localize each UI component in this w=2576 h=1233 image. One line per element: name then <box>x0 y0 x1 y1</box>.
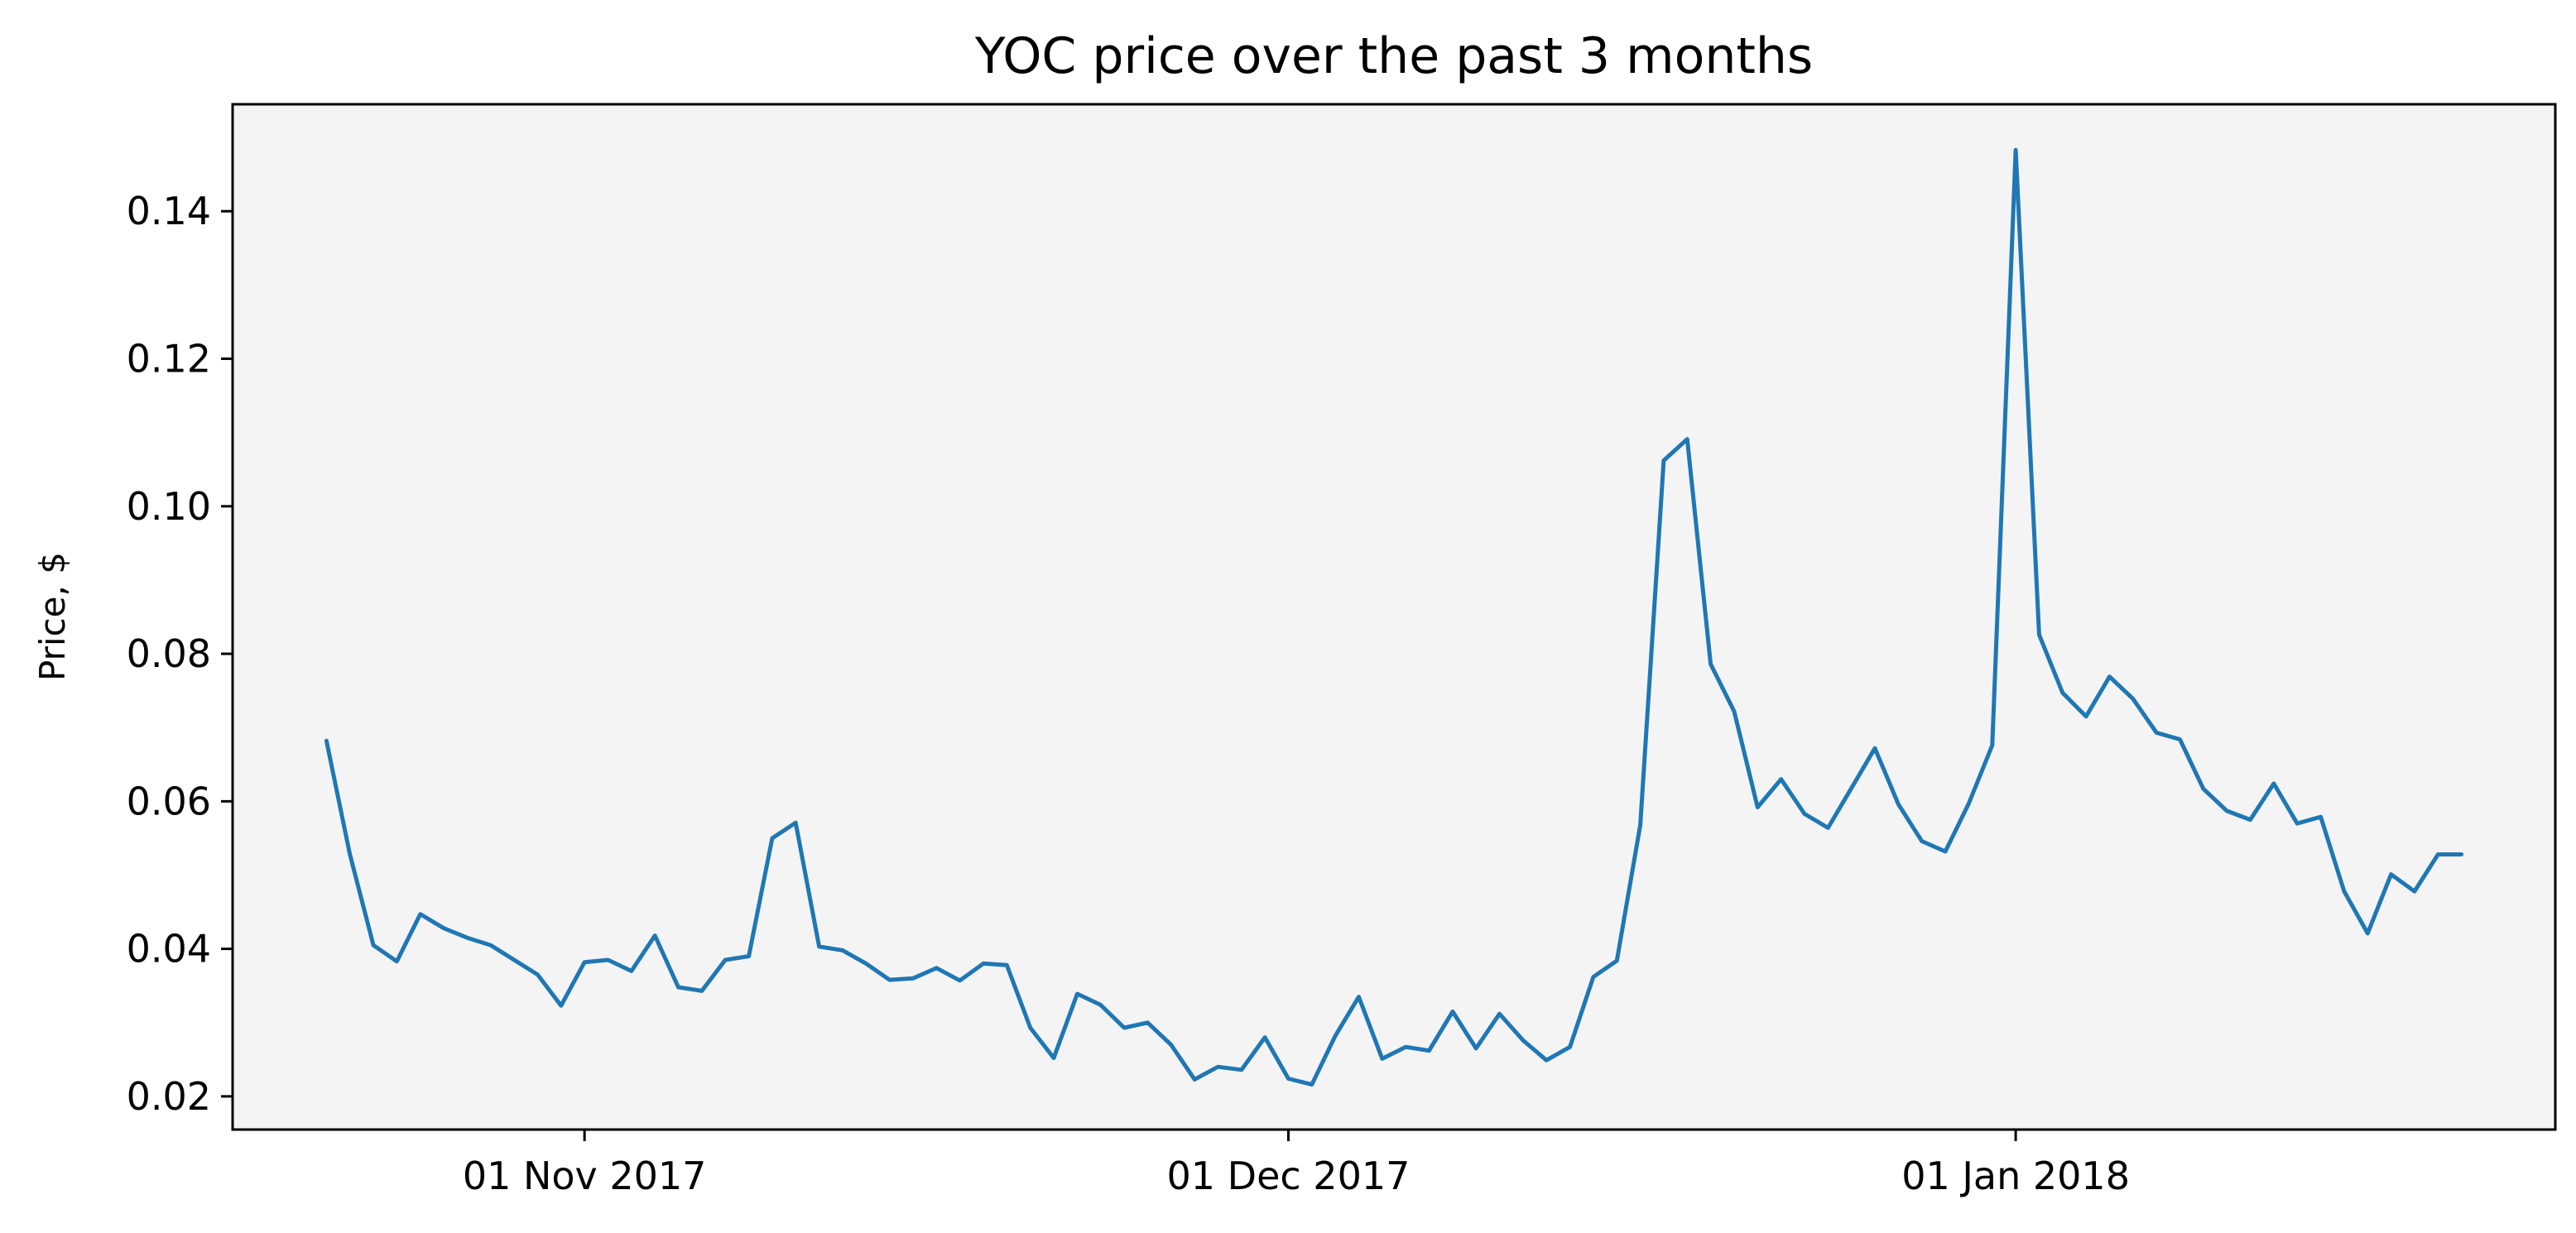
y-axis-label: Price, $ <box>32 552 73 681</box>
price-series-line <box>324 147 2464 1087</box>
x-tick-label: 01 Dec 2017 <box>1167 1154 1411 1198</box>
x-tick-label: 01 Nov 2017 <box>463 1154 707 1198</box>
y-tick-label: 0.10 <box>127 484 211 529</box>
y-tick-label: 0.04 <box>127 927 211 972</box>
chart-title: YOC price over the past 3 months <box>974 27 1813 85</box>
plot-area <box>233 104 2555 1130</box>
y-tick-label: 0.14 <box>127 189 211 233</box>
x-axis: 01 Nov 2017 01 Dec 2017 01 Jan 2018 <box>463 1130 2130 1198</box>
y-axis: 0.02 0.04 0.06 0.08 0.10 0.12 0.14 <box>127 189 233 1119</box>
x-tick-label: 01 Jan 2018 <box>1901 1154 2130 1198</box>
y-tick-label: 0.02 <box>127 1074 211 1119</box>
y-tick-label: 0.08 <box>127 631 211 676</box>
y-tick-label: 0.12 <box>127 337 211 381</box>
plot-frame <box>231 103 2557 1131</box>
y-tick-label: 0.06 <box>127 779 211 823</box>
